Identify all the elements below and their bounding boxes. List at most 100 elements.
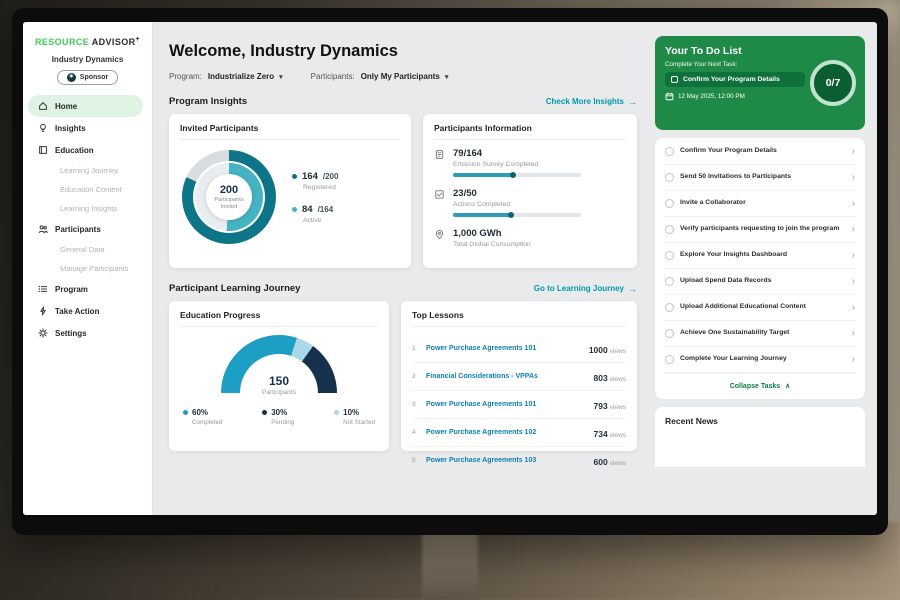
chevron-right-icon: › <box>851 275 855 287</box>
program-filter: Program: Industrialize Zero ▾ <box>169 72 283 81</box>
program-filter-dropdown[interactable]: Industrialize Zero ▾ <box>208 72 283 81</box>
lesson-link[interactable]: Power Purchase Agreements 103 <box>426 457 537 464</box>
lesson-link[interactable]: Financial Considerations - VPPAs <box>426 373 538 380</box>
lesson-link[interactable]: Power Purchase Agreements 101 <box>426 401 537 408</box>
gauge-value: 150 <box>268 374 290 388</box>
sidebar-item-learning-insights[interactable]: Learning Insights <box>23 199 152 218</box>
registered-label: Registered <box>303 183 336 191</box>
program-insights-header: Program Insights Check More Insights → <box>169 96 637 107</box>
recent-news-card: Recent News <box>655 407 865 467</box>
sidebar-nav: Home Insights Education Learning Journey <box>23 95 152 344</box>
todo-summary-card: Your To Do List Complete Your Next Task:… <box>655 36 865 130</box>
sidebar-item-label: Program <box>55 284 88 294</box>
checkbox-icon[interactable] <box>671 76 678 83</box>
sidebar-item-settings[interactable]: Settings <box>23 322 152 344</box>
task-item[interactable]: Achieve One Sustainability Target › <box>664 321 856 347</box>
stat-value: 1,000 GWh <box>453 228 502 239</box>
gauge-center: 150 Participants <box>221 374 337 396</box>
card-title: Participants Information <box>434 123 626 140</box>
collapse-tasks-link[interactable]: Collapse Tasks ∧ <box>664 373 856 399</box>
task-item[interactable]: Confirm Your Program Details › <box>664 139 856 165</box>
invited-participants-donut: 200 Participants Invited <box>182 150 276 244</box>
recent-news-title: Recent News <box>665 416 718 426</box>
actions-progress-bar <box>453 212 581 218</box>
sidebar-item-learning-journey[interactable]: Learning Journey <box>23 161 152 180</box>
card-title: Education Progress <box>180 310 378 327</box>
completed-dot-icon <box>183 410 188 415</box>
sponsor-badge: ✶ Sponsor <box>56 70 119 85</box>
sidebar-item-program[interactable]: Program <box>23 278 152 300</box>
task-checkbox[interactable] <box>665 199 674 208</box>
monitor-bezel: RESOURCE ADVISOR+ Industry Dynamics ✶ Sp… <box>12 8 888 535</box>
chevron-right-icon: › <box>851 145 855 157</box>
card-title: Top Lessons <box>412 310 626 327</box>
todo-due-date: 12 May 2025, 12:00 PM <box>665 92 855 101</box>
sidebar-item-label: Manage Participants <box>60 264 129 273</box>
legend-item-registered: 164/200 Registered <box>292 171 338 191</box>
main-content: Welcome, Industry Dynamics Program: Indu… <box>153 22 651 515</box>
todo-title: Your To Do List <box>665 45 742 57</box>
sidebar-item-education[interactable]: Education <box>23 139 152 161</box>
task-item[interactable]: Send 50 Invitations to Participants › <box>664 165 856 191</box>
donut-center: 200 Participants Invited <box>206 174 252 220</box>
sidebar-item-home[interactable]: Home <box>28 95 143 117</box>
todo-next-task[interactable]: Confirm Your Program Details <box>665 72 805 87</box>
donut-legend: 164/200 Registered 84/164 Active <box>292 171 338 224</box>
task-item[interactable]: Verify participants requesting to join t… <box>664 217 856 243</box>
lesson-row: 4 Power Purchase Agreements 102 734 views <box>412 419 626 447</box>
lesson-link[interactable]: Power Purchase Agreements 101 <box>426 345 537 352</box>
sidebar-item-label: Participants <box>55 224 101 234</box>
task-checkbox[interactable] <box>665 277 674 286</box>
pending-dot-icon <box>262 410 268 415</box>
sidebar-item-label: Settings <box>55 328 87 338</box>
task-item[interactable]: Complete Your Learning Journey › <box>664 347 856 373</box>
sidebar-item-education-content[interactable]: Education Content <box>23 180 152 199</box>
task-list: Confirm Your Program Details › Send 50 I… <box>655 138 865 399</box>
invited-participants-card: Invited Participants 200 Participants In… <box>169 114 411 268</box>
go-to-learning-journey-link[interactable]: Go to Learning Journey → <box>534 284 637 294</box>
sidebar-item-insights[interactable]: Insights <box>23 117 152 139</box>
calendar-icon <box>665 92 674 101</box>
check-more-insights-link[interactable]: Check More Insights → <box>546 97 637 107</box>
sidebar-item-label: General Data <box>60 245 105 254</box>
task-checkbox[interactable] <box>665 173 674 182</box>
sidebar-item-manage-participants[interactable]: Manage Participants <box>23 259 152 278</box>
invited-total-value: 200 <box>219 183 239 196</box>
chevron-down-icon: ▾ <box>444 73 449 81</box>
task-checkbox[interactable] <box>665 251 674 260</box>
filter-bar: Program: Industrialize Zero ▾ Participan… <box>169 72 637 81</box>
task-checkbox[interactable] <box>665 303 674 312</box>
stat-label: Total Global Consumption <box>453 241 531 248</box>
registered-dot-icon <box>292 173 297 179</box>
lesson-link[interactable]: Power Purchase Agreements 102 <box>426 429 537 436</box>
gauge-label: Participants <box>262 389 296 396</box>
task-checkbox[interactable] <box>665 225 674 234</box>
task-item[interactable]: Upload Additional Educational Content › <box>664 295 856 321</box>
sidebar-item-participants[interactable]: Participants <box>23 218 152 240</box>
sidebar-item-label: Education <box>55 145 94 155</box>
education-progress-gauge: 150 Participants <box>221 335 337 396</box>
sidebar-item-label: Home <box>55 101 78 111</box>
participants-filter-value: Only My Participants <box>360 72 440 81</box>
task-checkbox[interactable] <box>665 147 674 156</box>
task-item[interactable]: Upload Spend Data Records › <box>664 269 856 295</box>
active-value: 84 <box>302 203 313 215</box>
sidebar-item-label: Insights <box>55 123 86 133</box>
task-checkbox[interactable] <box>665 329 674 338</box>
participants-filter-dropdown[interactable]: Only My Participants ▾ <box>361 72 449 81</box>
task-checkbox[interactable] <box>665 355 674 364</box>
list-icon <box>38 285 48 293</box>
learning-journey-cards: Education Progress 150 Participants 60% <box>169 301 637 467</box>
participants-filter-label: Participants: <box>310 72 355 81</box>
task-item[interactable]: Explore Your Insights Dashboard › <box>664 243 856 269</box>
sidebar-item-general-data[interactable]: General Data <box>23 240 152 259</box>
check-square-icon <box>435 190 444 199</box>
page-title: Welcome, Industry Dynamics <box>169 42 398 60</box>
stat-emission-survey: 79/164 Emission Survey Completed <box>434 148 626 178</box>
program-filter-value: Industrialize Zero <box>207 72 275 81</box>
registered-value: 164 <box>302 170 318 182</box>
app-logo: RESOURCE ADVISOR+ <box>23 32 152 47</box>
sidebar-item-label: Learning Journey <box>60 166 118 175</box>
sidebar-item-take-action[interactable]: Take Action <box>23 300 152 322</box>
task-item[interactable]: Invite a Collaborator › <box>664 191 856 217</box>
